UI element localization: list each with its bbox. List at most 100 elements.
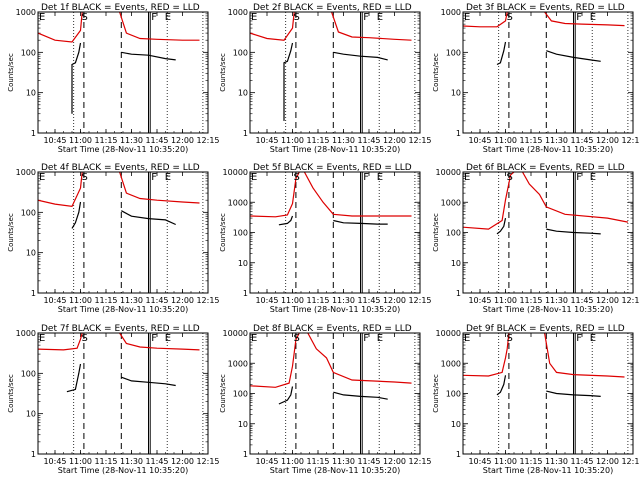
marker-label: E [39,172,45,183]
x-tick-label: 12:15 [408,136,431,145]
marker-label: S [294,333,300,344]
y-tick-label: 10000 [436,168,461,177]
marker-label: E [39,12,45,23]
x-tick-label: 11:00 [494,136,517,145]
marker-label: E [590,12,596,23]
y-tick-label: 10000 [223,329,248,338]
y-tick-label: 1000 [16,168,36,177]
marker-label: F [363,172,369,183]
black-series-line [496,217,507,235]
marker-label: E [464,333,470,344]
x-tick-label: 11:45 [357,136,380,145]
x-tick-label: 10:45 [255,296,278,305]
panel-4: Det 4f BLACK = Events, RED = LLD Counts/s… [7,163,220,314]
black-series-line [283,42,294,121]
y-axis-label: Counts/sec [219,213,227,252]
marker-label: E [251,333,257,344]
plot-frame [249,171,421,294]
x-tick-label: 11:15 [94,296,117,305]
x-tick-label: 11:30 [545,296,568,305]
series-group [463,333,625,397]
y-axis-label: Counts/sec [219,53,227,92]
panel-title: Det 9f BLACK = Events, RED = LLD [466,324,625,334]
x-axis-label: Start Time (28-Nov-11 10:35:20) [270,145,400,154]
y-tick-label: 1 [31,450,36,459]
y-tick-label: 10 [238,89,248,98]
y-tick-label: 1000 [228,8,248,17]
x-tick-label: 11:30 [120,296,143,305]
red-series-line [250,12,295,41]
black-series-line [333,219,388,225]
red-series-line [38,333,83,351]
panel-title: Det 6f BLACK = Events, RED = LLD [466,163,625,173]
y-tick-label: 100 [233,229,248,238]
y-tick-label: 10 [451,89,461,98]
red-series-line [521,172,629,223]
x-tick-label: 11:15 [94,136,117,145]
black-series-line [546,228,601,235]
black-series-line [496,41,507,66]
x-tick-label: 11:45 [357,457,380,466]
panel-3: Det 3f BLACK = Events, RED = LLD Counts/s… [432,3,640,154]
y-tick-label: 10 [238,420,248,429]
x-tick-label: 11:15 [519,457,542,466]
x-tick-label: 12:00 [596,296,619,305]
x-tick-label: 12:15 [621,136,640,145]
x-tick-label: 11:30 [332,136,355,145]
x-tick-label: 11:15 [94,457,117,466]
marker-label: E [464,12,470,23]
x-tick-label: 11:30 [545,457,568,466]
y-tick-label: 1 [456,129,461,138]
x-tick-label: 11:00 [281,136,304,145]
marker-label: S [507,12,513,23]
panel-7: Det 7f BLACK = Events, RED = LLD Counts/s… [7,324,220,475]
x-tick-label: 12:00 [596,457,619,466]
black-series-line [333,51,388,61]
y-tick-label: 100 [21,208,36,217]
x-tick-label: 11:15 [306,136,329,145]
x-tick-label: 10:45 [255,136,278,145]
plot-frame [249,11,421,134]
marker-label: F [576,333,582,344]
x-axis-label: Start Time (28-Nov-11 10:35:20) [483,145,613,154]
x-tick-label: 11:00 [69,296,92,305]
x-tick-label: 12:00 [171,296,194,305]
x-tick-label: 10:45 [43,136,66,145]
x-tick-label: 11:30 [545,136,568,145]
y-tick-label: 1000 [441,359,461,368]
panel-title: Det 5f BLACK = Events, RED = LLD [253,163,412,173]
marker-label: F [363,12,369,23]
series-group [463,172,629,235]
red-series-line [119,12,200,41]
series-group [250,333,412,405]
x-tick-label: 11:30 [120,457,143,466]
x-tick-label: 12:15 [196,136,219,145]
x-axis-label: Start Time (28-Nov-11 10:35:20) [58,145,188,154]
marker-label: S [507,172,513,183]
red-series-line [463,12,508,28]
x-tick-label: 11:45 [145,136,168,145]
marker-label: E [464,172,470,183]
panel-9: Det 9f BLACK = Events, RED = LLD Counts/s… [432,324,640,475]
panel-1: Det 1f BLACK = Events, RED = LLD Counts/s… [7,3,220,154]
x-tick-label: 11:30 [332,457,355,466]
panel-title: Det 3f BLACK = Events, RED = LLD [466,3,625,13]
marker-label: E [377,172,383,183]
panel-2: Det 2f BLACK = Events, RED = LLD Counts/s… [219,3,432,154]
marker-label: F [576,172,582,183]
red-series-line [119,333,200,351]
y-axis-label: Counts/sec [7,374,15,413]
x-tick-label: 11:00 [69,457,92,466]
panel-title: Det 8f BLACK = Events, RED = LLD [253,324,412,334]
black-series-line [333,391,388,400]
x-axis-label: Start Time (28-Nov-11 10:35:20) [270,466,400,475]
x-tick-label: 12:00 [171,136,194,145]
x-tick-label: 12:00 [383,136,406,145]
x-tick-label: 11:00 [281,457,304,466]
marker-label: E [590,172,596,183]
plot-frame [249,332,421,455]
y-tick-label: 1 [243,129,248,138]
x-tick-label: 12:00 [383,457,406,466]
y-tick-label: 1 [456,450,461,459]
marker-label: S [82,172,88,183]
